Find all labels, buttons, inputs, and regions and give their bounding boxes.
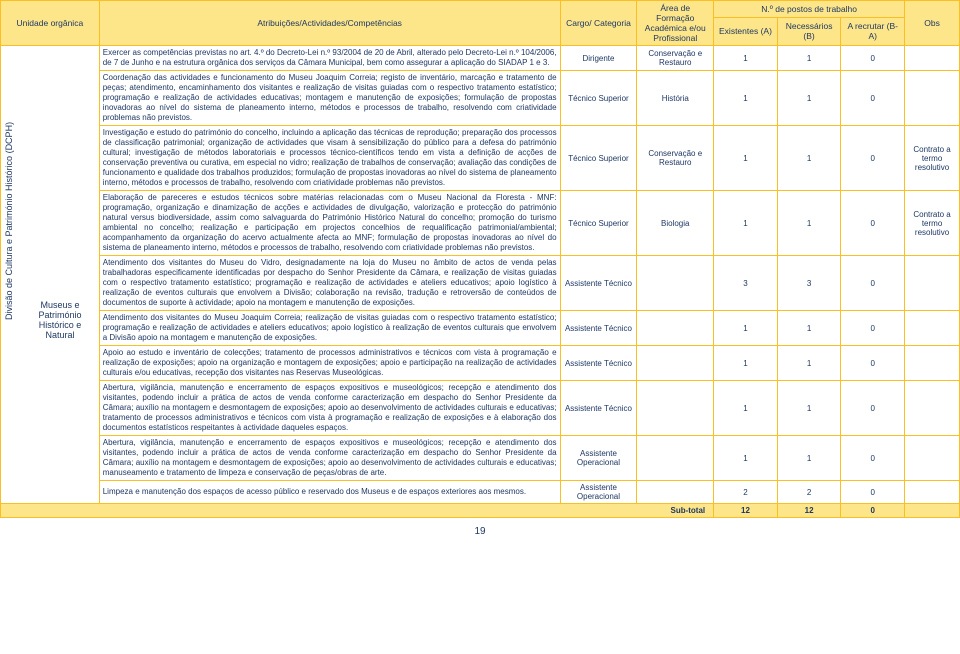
page-number: 19	[0, 526, 960, 537]
necessarios-cell: 1	[777, 381, 841, 436]
recrutar-cell: 0	[841, 311, 905, 346]
area-cell: Biologia	[637, 191, 714, 256]
hdr-attrib: Atribuições/Actividades/Competências	[99, 1, 560, 46]
area-cell	[637, 256, 714, 311]
recrutar-cell: 0	[841, 436, 905, 481]
area-cell	[637, 346, 714, 381]
existentes-cell: 1	[714, 436, 778, 481]
table-row: Limpeza e manutenção dos espaços de aces…	[1, 481, 960, 504]
existentes-cell: 1	[714, 126, 778, 191]
necessarios-cell: 1	[777, 346, 841, 381]
obs-cell	[905, 71, 960, 126]
cargo-cell: Dirigente	[560, 46, 637, 71]
desc-cell: Apoio ao estudo e inventário de colecçõe…	[99, 346, 560, 381]
necessarios-cell: 1	[777, 71, 841, 126]
obs-cell	[905, 481, 960, 504]
existentes-cell: 1	[714, 191, 778, 256]
existentes-cell: 1	[714, 381, 778, 436]
unit-cell	[1, 46, 100, 504]
existentes-cell: 2	[714, 481, 778, 504]
desc-cell: Elaboração de pareceres e estudos técnic…	[99, 191, 560, 256]
necessarios-cell: 1	[777, 311, 841, 346]
necessarios-cell: 2	[777, 481, 841, 504]
jobs-table: Unidade orgânica Atribuições/Actividades…	[0, 0, 960, 518]
obs-cell	[905, 256, 960, 311]
table-row: Exercer as competências previstas no art…	[1, 46, 960, 71]
desc-cell: Abertura, vigilância, manutenção e encer…	[99, 381, 560, 436]
necessarios-cell: 1	[777, 46, 841, 71]
obs-cell	[905, 436, 960, 481]
necessarios-cell: 1	[777, 191, 841, 256]
recrutar-cell: 0	[841, 126, 905, 191]
area-cell: História	[637, 71, 714, 126]
table-row: Elaboração de pareceres e estudos técnic…	[1, 191, 960, 256]
necessarios-cell: 1	[777, 436, 841, 481]
obs-cell: Contrato a termo resolutivo	[905, 191, 960, 256]
area-cell	[637, 381, 714, 436]
table-row: Coordenação das actividades e funcioname…	[1, 71, 960, 126]
cargo-cell: Assistente Técnico	[560, 256, 637, 311]
recrutar-cell: 0	[841, 381, 905, 436]
necessarios-cell: 3	[777, 256, 841, 311]
table-row: Atendimento dos visitantes do Museu do V…	[1, 256, 960, 311]
necessarios-cell: 1	[777, 126, 841, 191]
desc-cell: Coordenação das actividades e funcioname…	[99, 71, 560, 126]
cargo-cell: Assistente Técnico	[560, 346, 637, 381]
cargo-cell: Assistente Operacional	[560, 481, 637, 504]
obs-cell	[905, 311, 960, 346]
cargo-cell: Assistente Técnico	[560, 381, 637, 436]
existentes-cell: 1	[714, 71, 778, 126]
cargo-cell: Assistente Técnico	[560, 311, 637, 346]
cargo-cell: Assistente Operacional	[560, 436, 637, 481]
area-cell	[637, 481, 714, 504]
cargo-cell: Técnico Superior	[560, 126, 637, 191]
table-row: Apoio ao estudo e inventário de colecçõe…	[1, 346, 960, 381]
obs-cell	[905, 346, 960, 381]
table-row: Atendimento dos visitantes do Museu Joaq…	[1, 311, 960, 346]
recrutar-cell: 0	[841, 256, 905, 311]
existentes-cell: 1	[714, 346, 778, 381]
desc-cell: Abertura, vigilância, manutenção e encer…	[99, 436, 560, 481]
recrutar-cell: 0	[841, 346, 905, 381]
recrutar-cell: 0	[841, 481, 905, 504]
hdr-org: Unidade orgânica	[1, 1, 100, 46]
desc-cell: Limpeza e manutenção dos espaços de aces…	[99, 481, 560, 504]
cargo-cell: Técnico Superior	[560, 191, 637, 256]
recrutar-cell: 0	[841, 191, 905, 256]
obs-cell: Contrato a termo resolutivo	[905, 126, 960, 191]
hdr-obs: Obs	[905, 1, 960, 46]
obs-cell	[905, 381, 960, 436]
obs-cell	[905, 46, 960, 71]
hdr-existentes: Existentes (A)	[714, 17, 778, 45]
existentes-cell: 1	[714, 46, 778, 71]
existentes-cell: 1	[714, 311, 778, 346]
hdr-cargo: Cargo/ Categoria	[560, 1, 637, 46]
table-row: Abertura, vigilância, manutenção e encer…	[1, 436, 960, 481]
hdr-necessarios: Necessários (B)	[777, 17, 841, 45]
hdr-recrutar: A recrutar (B-A)	[841, 17, 905, 45]
area-cell: Conservação e Restauro	[637, 126, 714, 191]
area-cell	[637, 311, 714, 346]
area-cell	[637, 436, 714, 481]
subtotal-row: Sub-total12120	[1, 504, 960, 518]
desc-cell: Investigação e estudo do património do c…	[99, 126, 560, 191]
unit-label: Museus e Património Histórico e Natural	[30, 300, 90, 340]
desc-cell: Atendimento dos visitantes do Museu Joaq…	[99, 311, 560, 346]
recrutar-cell: 0	[841, 46, 905, 71]
hdr-area: Área de Formação Académica e/ou Profissi…	[637, 1, 714, 46]
division-vertical-label: Divisão de Cultura e Património Históric…	[4, 122, 14, 320]
table-row: Abertura, vigilância, manutenção e encer…	[1, 381, 960, 436]
table-row: Investigação e estudo do património do c…	[1, 126, 960, 191]
existentes-cell: 3	[714, 256, 778, 311]
cargo-cell: Técnico Superior	[560, 71, 637, 126]
area-cell: Conservação e Restauro	[637, 46, 714, 71]
hdr-npostos: N.º de postos de trabalho	[714, 1, 905, 18]
desc-cell: Atendimento dos visitantes do Museu do V…	[99, 256, 560, 311]
recrutar-cell: 0	[841, 71, 905, 126]
desc-cell: Exercer as competências previstas no art…	[99, 46, 560, 71]
